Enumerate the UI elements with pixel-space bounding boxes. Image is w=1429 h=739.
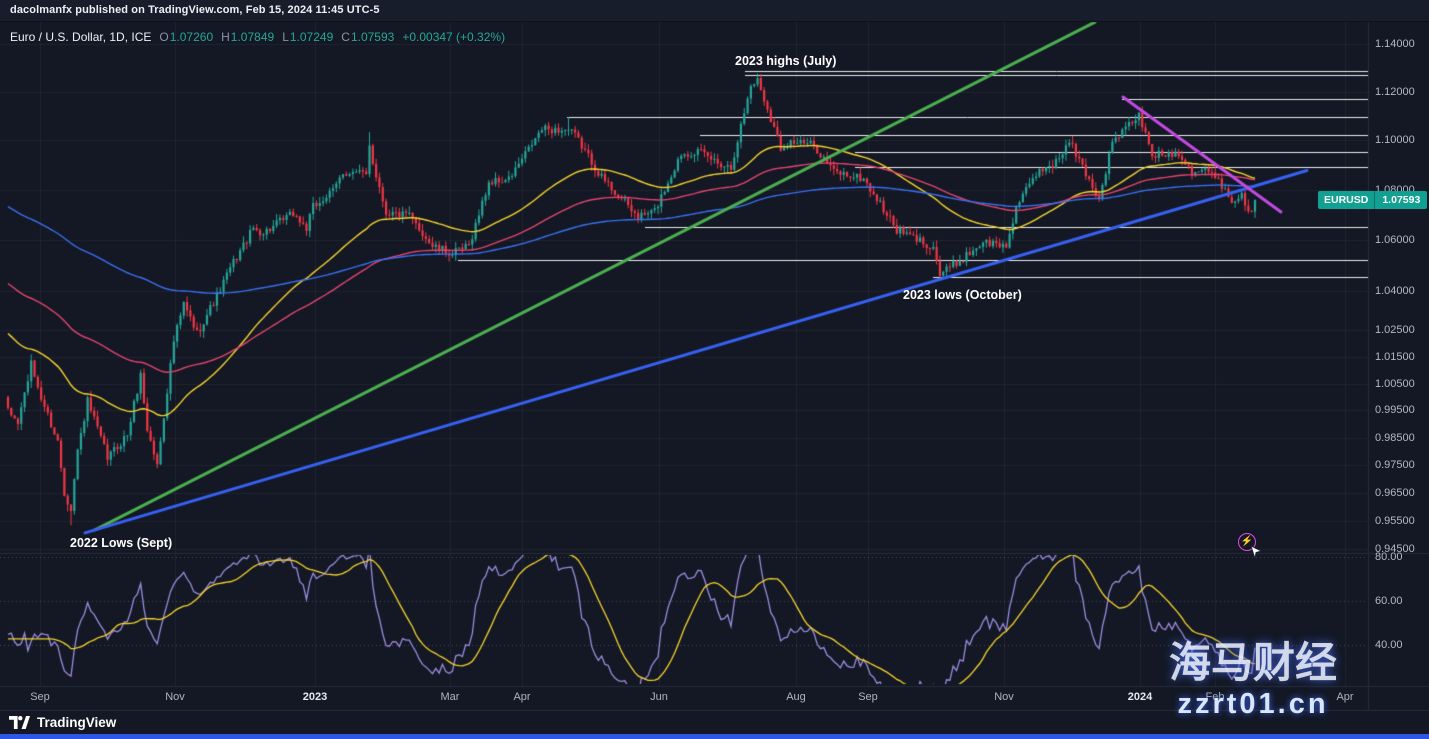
tradingview-logo-icon[interactable] [9,716,30,729]
annotation-2023-highs[interactable]: 2023 highs (July) [735,54,837,68]
last-price-label: EURUSD 1.07593 [1318,191,1428,209]
close-label: C [341,30,350,44]
annotation-2023-lows[interactable]: 2023 lows (October) [903,288,1022,302]
bottom-accent-strip [0,734,1429,739]
close-value: 1.07593 [350,30,395,44]
lightning-icon: ⚡ [1240,536,1254,547]
symbol-title[interactable]: Euro / U.S. Dollar, 1D, ICE [10,30,152,44]
high-label: H [221,30,230,44]
publish-info-text: dacolmanfx published on TradingView.com,… [10,4,380,16]
publish-info-bar: dacolmanfx published on TradingView.com,… [0,0,1429,22]
change-value: +0.00347 (+0.32%) [402,30,506,44]
footer-bar: TradingView [0,710,1429,734]
high-value: 1.07849 [230,30,275,44]
symbol-legend: Euro / U.S. Dollar, 1D, ICE O 1.07260 H 1.… [10,30,505,44]
tradingview-brand[interactable]: TradingView [37,715,117,730]
annotation-2022-lows[interactable]: 2022 Lows (Sept) [70,536,173,550]
low-value: 1.07249 [289,30,334,44]
mouse-cursor-icon [1251,546,1263,559]
low-label: L [282,30,289,44]
open-label: O [159,30,169,44]
price-label-symbol: EURUSD [1318,191,1376,209]
price-label-value: 1.07593 [1382,194,1421,206]
open-value: 1.07260 [169,30,214,44]
